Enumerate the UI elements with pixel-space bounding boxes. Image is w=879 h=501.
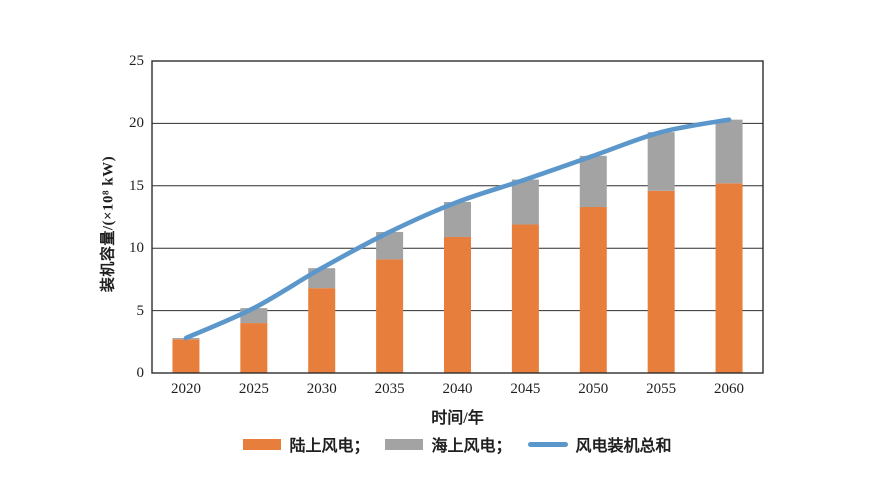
bar-segment-陆上风电 bbox=[240, 323, 268, 373]
legend-color-swatch bbox=[385, 438, 424, 450]
bar-segment-陆上风电 bbox=[715, 183, 743, 373]
y-tick-label: 25 bbox=[129, 53, 144, 69]
legend-label: 海上风电； bbox=[431, 438, 512, 455]
legend-label: 风电装机总和 bbox=[575, 438, 672, 455]
legend-item-海上风电: 海上风电； bbox=[385, 432, 512, 456]
total-line bbox=[183, 117, 732, 341]
chart-legend: 陆上风电； 海上风电； 风电装机总和 bbox=[152, 431, 763, 457]
x-tick-label: 2045 bbox=[510, 381, 541, 397]
bar-segment-陆上风电 bbox=[172, 339, 200, 373]
bar-segment-陆上风电 bbox=[511, 224, 539, 373]
bar-segment-陆上风电 bbox=[579, 207, 607, 373]
bar-segment-陆上风电 bbox=[647, 190, 675, 373]
x-tick-label: 2055 bbox=[646, 381, 677, 397]
y-tick-label: 20 bbox=[129, 115, 144, 132]
x-tick-label: 2020 bbox=[170, 381, 201, 397]
legend-line-swatch bbox=[527, 441, 568, 447]
x-tick-label: 2050 bbox=[578, 381, 609, 397]
y-tick-label: 5 bbox=[136, 302, 145, 319]
x-tick-label: 2040 bbox=[442, 381, 473, 397]
bar-segment-陆上风电 bbox=[308, 288, 336, 373]
x-tick-label: 2035 bbox=[374, 381, 405, 397]
y-tick-label: 10 bbox=[129, 240, 144, 257]
x-axis-title: 时间/年 bbox=[431, 410, 484, 427]
bar-segment-陆上风电 bbox=[444, 236, 471, 373]
bar-segment-海上风电 bbox=[511, 179, 539, 225]
y-tick-label: 15 bbox=[129, 177, 144, 194]
legend-item-陆上风电: 陆上风电； bbox=[243, 432, 369, 456]
x-tick-label: 2025 bbox=[238, 381, 269, 397]
bar-segment-海上风电 bbox=[647, 132, 675, 191]
x-tick-label: 2030 bbox=[306, 381, 337, 397]
y-tick-label: 0 bbox=[136, 365, 145, 381]
legend-color-swatch bbox=[243, 438, 282, 450]
bar-segment-海上风电 bbox=[715, 119, 743, 184]
bar-segment-陆上风电 bbox=[376, 259, 404, 373]
legend-label: 陆上风电； bbox=[289, 438, 370, 455]
bar-segment-海上风电 bbox=[579, 155, 607, 208]
legend-item-风电装机总和: 风电装机总和 bbox=[527, 432, 672, 456]
plot-frame bbox=[151, 60, 764, 374]
x-tick-label: 2060 bbox=[714, 381, 745, 397]
